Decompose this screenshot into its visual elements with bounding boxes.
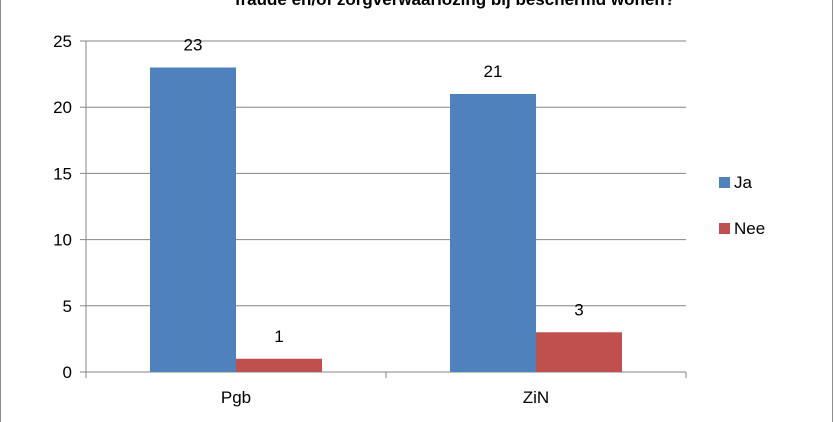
legend-label: Ja (734, 173, 753, 192)
legend-label: Nee (734, 219, 765, 238)
y-tick-label: 5 (63, 297, 72, 316)
data-label: 3 (574, 300, 583, 319)
y-tick-label: 15 (53, 164, 72, 183)
bars (150, 67, 622, 373)
data-label: 23 (184, 35, 203, 54)
legend-swatch (719, 177, 730, 188)
x-tick-label: ZiN (523, 388, 549, 407)
bar (236, 358, 322, 372)
data-label: 1 (274, 327, 283, 346)
chart-title: fraude en/of zorgverwaarlozing bij besch… (235, 0, 675, 9)
legend: Ja Nee (719, 173, 765, 238)
y-tick-label: 0 (63, 363, 72, 382)
y-tick-label: 25 (53, 32, 72, 51)
bar (150, 67, 236, 372)
data-labels: 23 1 21 3 (184, 35, 584, 345)
data-label: 21 (484, 62, 503, 81)
bar (450, 93, 536, 373)
y-tick-label: 20 (53, 98, 72, 117)
x-tick-label: Pgb (221, 388, 251, 407)
legend-swatch (719, 223, 730, 234)
y-tick-label: 10 (53, 231, 72, 250)
bar (536, 332, 622, 372)
